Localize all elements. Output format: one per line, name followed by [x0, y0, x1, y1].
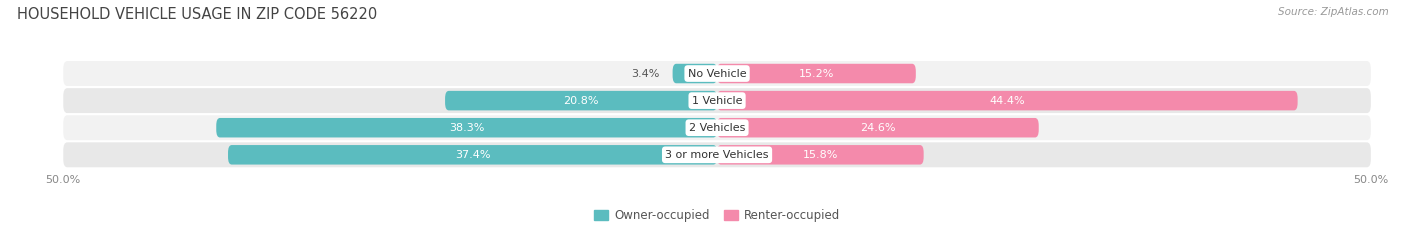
FancyBboxPatch shape — [717, 64, 915, 83]
Text: 2 Vehicles: 2 Vehicles — [689, 123, 745, 133]
Text: 15.8%: 15.8% — [803, 150, 838, 160]
FancyBboxPatch shape — [63, 115, 1371, 140]
Legend: Owner-occupied, Renter-occupied: Owner-occupied, Renter-occupied — [589, 205, 845, 227]
FancyBboxPatch shape — [63, 88, 1371, 113]
Text: 44.4%: 44.4% — [990, 96, 1025, 106]
Text: 37.4%: 37.4% — [454, 150, 491, 160]
FancyBboxPatch shape — [717, 118, 1039, 137]
FancyBboxPatch shape — [717, 145, 924, 164]
Text: Source: ZipAtlas.com: Source: ZipAtlas.com — [1278, 7, 1389, 17]
FancyBboxPatch shape — [217, 118, 717, 137]
FancyBboxPatch shape — [63, 142, 1371, 167]
Text: No Vehicle: No Vehicle — [688, 69, 747, 79]
Text: 3.4%: 3.4% — [631, 69, 659, 79]
FancyBboxPatch shape — [672, 64, 717, 83]
Text: 24.6%: 24.6% — [860, 123, 896, 133]
Text: HOUSEHOLD VEHICLE USAGE IN ZIP CODE 56220: HOUSEHOLD VEHICLE USAGE IN ZIP CODE 5622… — [17, 7, 377, 22]
Text: 20.8%: 20.8% — [564, 96, 599, 106]
Text: 15.2%: 15.2% — [799, 69, 834, 79]
FancyBboxPatch shape — [717, 91, 1298, 110]
FancyBboxPatch shape — [446, 91, 717, 110]
Text: 38.3%: 38.3% — [449, 123, 484, 133]
Text: 1 Vehicle: 1 Vehicle — [692, 96, 742, 106]
FancyBboxPatch shape — [228, 145, 717, 164]
Text: 3 or more Vehicles: 3 or more Vehicles — [665, 150, 769, 160]
FancyBboxPatch shape — [63, 61, 1371, 86]
